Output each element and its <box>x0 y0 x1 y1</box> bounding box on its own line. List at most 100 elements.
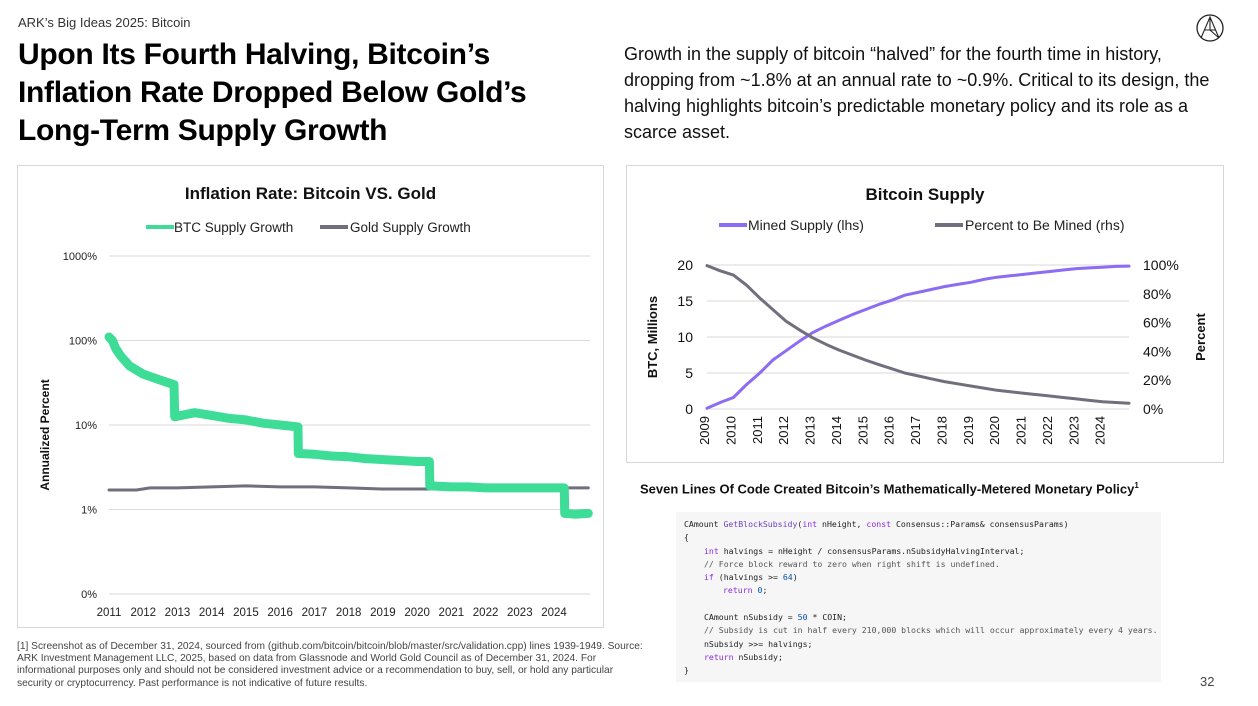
x-tick-label: 2017 <box>908 416 923 445</box>
x-tick-label: 2009 <box>697 416 712 445</box>
code-token: CAmount <box>684 519 724 529</box>
code-token: return <box>723 585 753 596</box>
y2-tick-label: 20% <box>1143 372 1171 388</box>
code-line: // Force block reward to zero when right… <box>684 558 1153 571</box>
code-line: { <box>684 531 1153 544</box>
mined-supply-line <box>705 264 1131 410</box>
y-tick-label: 15 <box>677 293 693 309</box>
page-title: Upon Its Fourth Halving, Bitcoin’s Infla… <box>18 38 527 147</box>
y-tick-label: 100% <box>69 336 97 348</box>
ark-logo-icon <box>1196 14 1224 42</box>
code-line: // Subsidy is cut in half every 210,000 … <box>684 624 1158 637</box>
code-token: 0 <box>757 585 763 596</box>
legend-label: Mined Supply (lhs) <box>748 217 864 233</box>
y-tick-label: 1% <box>81 505 97 517</box>
code-line: } <box>684 664 1153 677</box>
x-tick-label: 2013 <box>803 416 818 445</box>
inflation-chart: 1000% 100% 10% 1% 0%2011 2012 2013 2014 2015 2016… <box>38 220 593 619</box>
code-token: { <box>684 532 689 543</box>
supply-chart: 0 5 10 15 20 0% 20% 40% 60% 80% 100% 2009 2010 2011 20… <box>645 217 1208 445</box>
code-token: ) <box>792 572 798 583</box>
y-tick-label: 0% <box>81 589 97 601</box>
y2-tick-label: 100% <box>1143 257 1179 273</box>
x-tick-label: 2022 <box>473 607 499 619</box>
x-tick-label: 2012 <box>776 416 791 445</box>
code-token: nHeight, <box>817 519 867 529</box>
btc-supply-growth-line <box>104 332 593 519</box>
x-tick-label: 2018 <box>934 416 949 445</box>
code-token: ( <box>797 519 803 529</box>
code-token: } <box>684 665 689 676</box>
y-axis-label: BTC, Millions <box>645 296 660 378</box>
code-token: (halvings >= <box>713 572 783 583</box>
x-tick-label: 2014 <box>829 416 844 445</box>
x-tick-label: 2019 <box>370 607 396 619</box>
x-tick-label: 2020 <box>404 607 430 619</box>
code-token: 64 <box>782 572 793 583</box>
y-tick-label: 5 <box>685 365 693 381</box>
legend-label: BTC Supply Growth <box>174 220 293 235</box>
x-tick-label: 2012 <box>130 607 156 619</box>
legend-label: Percent to Be Mined (rhs) <box>965 217 1125 233</box>
code-title-text: Seven Lines Of Code Created Bitcoin’s Ma… <box>640 481 1135 497</box>
x-tick-label: 2019 <box>961 416 976 445</box>
code-token: if <box>704 572 714 583</box>
legend-label: Gold Supply Growth <box>350 220 471 235</box>
x-tick-label: 2015 <box>233 607 259 619</box>
x-tick-label: 2011 <box>97 607 122 619</box>
y2-tick-label: 80% <box>1143 286 1171 302</box>
x-tick-label: 2014 <box>199 607 225 619</box>
x-tick-label: 2018 <box>336 607 362 619</box>
code-line: CAmount GetBlockSubsidy(int nHeight, con… <box>684 518 1153 531</box>
y2-tick-label: 60% <box>1143 315 1171 331</box>
code-token: nSubsidy >>= halvings; <box>704 638 813 649</box>
code-line: if (halvings >= 64) <box>684 571 1153 584</box>
code-token: int <box>704 545 719 556</box>
y-tick-label: 10 <box>677 329 693 345</box>
code-token: Consensus::Params& consensusParams) <box>891 519 1069 529</box>
y-tick-label: 20 <box>677 257 693 273</box>
x-tick-label: 2023 <box>1066 416 1081 445</box>
code-screenshot: CAmount GetBlockSubsidy(int nHeight, con… <box>676 512 1161 682</box>
page-number: 32 <box>1200 674 1215 689</box>
code-token: CAmount nSubsidy = <box>704 612 798 623</box>
supply-chart-title: Bitcoin Supply <box>865 185 985 204</box>
x-tick-label: 2011 <box>750 416 765 444</box>
x-tick-label: 2024 <box>541 607 567 619</box>
x-tick-label: 2013 <box>165 607 191 619</box>
y-tick-label: 10% <box>75 420 97 432</box>
y2-tick-label: 40% <box>1143 343 1171 359</box>
supply-chart-panel: Bitcoin Supply 0 5 10 15 20 0% 20% 40% 60% 80% 100… <box>626 165 1224 463</box>
deck-kicker: ARK’s Big Ideas 2025: Bitcoin <box>18 15 191 30</box>
y2-axis-label: Percent <box>1193 312 1208 360</box>
y-axis-label: Annualized Percent <box>38 379 52 490</box>
x-tick-label: 2021 <box>1014 416 1029 445</box>
code-section-title: Seven Lines Of Code Created Bitcoin’s Ma… <box>640 481 1139 496</box>
code-token: int <box>802 519 818 529</box>
code-token: // Force block reward to zero when right… <box>704 558 1000 569</box>
x-tick-label: 2010 <box>723 416 738 445</box>
x-tick-label: 2015 <box>855 416 870 445</box>
y-tick-label: 1000% <box>63 251 97 263</box>
y2-tick-label: 0% <box>1143 401 1163 417</box>
code-token: 50 <box>797 612 808 623</box>
x-tick-label: 2023 <box>507 607 533 619</box>
code-token: * COIN; <box>807 612 847 623</box>
inflation-chart-panel: Inflation Rate: Bitcoin VS. Gold 1000% 10… <box>17 165 604 628</box>
x-tick-label: 2016 <box>267 607 293 619</box>
code-token: halvings = nHeight / consensusParams.nSu… <box>718 545 1025 556</box>
x-tick-label: 2021 <box>439 607 465 619</box>
code-token: // Subsidy is cut in half every 210,000 … <box>704 625 1158 636</box>
inflation-chart-title: Inflation Rate: Bitcoin VS. Gold <box>184 184 437 203</box>
x-tick-label: 2020 <box>987 416 1002 445</box>
x-tick-label: 2016 <box>882 416 897 445</box>
code-token: GetBlockSubsidy <box>723 519 798 529</box>
code-line: return 0; <box>684 584 1153 597</box>
x-tick-label: 2024 <box>1093 416 1108 445</box>
code-token: ; <box>762 585 768 596</box>
footnote: [1] Screenshot as of December 31, 2024, … <box>17 641 643 689</box>
code-line: int halvings = nHeight / consensusParams… <box>684 545 1153 558</box>
code-token: const <box>866 519 892 529</box>
y-tick-label: 0 <box>685 401 693 417</box>
percent-to-be-mined-line <box>705 264 1131 405</box>
